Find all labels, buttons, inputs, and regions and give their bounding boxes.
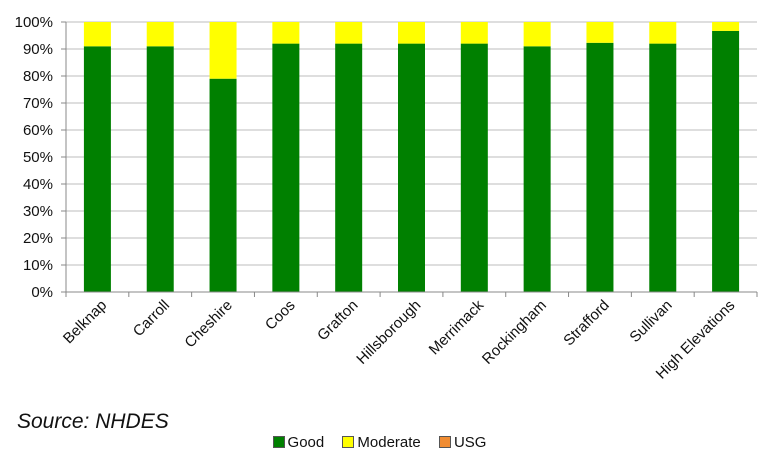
x-tick-labels: Belknap Carroll Cheshire Coos GraftonHillsbo… bbox=[60, 296, 739, 382]
y-tick-label: 40% bbox=[23, 176, 53, 193]
legend-item-usg: USG bbox=[438, 434, 487, 451]
chart-axes bbox=[61, 21, 758, 297]
y-tick-label: 70% bbox=[23, 95, 53, 112]
y-tick-label: 20% bbox=[23, 230, 53, 247]
bar-good-rockingham bbox=[523, 46, 551, 292]
bar-moderate-cheshire bbox=[209, 22, 237, 79]
x-tick-label: Sullivan bbox=[626, 297, 675, 346]
bar-good-hillsborough bbox=[398, 43, 425, 292]
y-tick-label: 10% bbox=[23, 257, 53, 274]
bar-good-carroll bbox=[146, 46, 174, 292]
bar-moderate-merrimack bbox=[460, 22, 488, 44]
y-tick-label: 90% bbox=[23, 41, 53, 58]
bar-good-belknap bbox=[83, 46, 111, 292]
x-tick-label: Cheshire bbox=[181, 297, 235, 351]
x-tick-label: Grafton bbox=[314, 297, 361, 344]
legend-label-usg: USG bbox=[453, 434, 487, 451]
chart-bars bbox=[83, 22, 740, 292]
legend-label-good: Good bbox=[287, 434, 325, 451]
source-note: Source: NHDES bbox=[17, 410, 169, 433]
y-tick-label: 0% bbox=[31, 284, 53, 301]
y-tick-label: 30% bbox=[23, 203, 53, 220]
bar-moderate-rockingham bbox=[523, 22, 551, 47]
bar-good-merrimack bbox=[460, 43, 488, 292]
legend-swatch-usg bbox=[438, 436, 451, 449]
bar-moderate-high-elevations bbox=[712, 22, 740, 31]
legend-swatch-moderate bbox=[342, 436, 355, 449]
bar-moderate-coos bbox=[272, 22, 300, 44]
legend-label-moderate: Moderate bbox=[357, 434, 421, 451]
bar-good-strafford bbox=[586, 42, 614, 292]
x-tick-label: Belknap bbox=[60, 297, 110, 347]
legend-swatch-good bbox=[272, 436, 285, 449]
bar-moderate-belknap bbox=[83, 22, 111, 47]
bar-moderate-strafford bbox=[586, 22, 614, 43]
x-tick-label: Hillsborough bbox=[353, 297, 424, 368]
y-tick-label: 100% bbox=[15, 14, 53, 31]
x-tick-label: Coos bbox=[262, 297, 299, 334]
bar-good-sullivan bbox=[649, 43, 677, 292]
bar-moderate-carroll bbox=[146, 22, 174, 47]
y-tick-label: 50% bbox=[23, 149, 53, 166]
bar-moderate-sullivan bbox=[649, 22, 677, 44]
y-tick-label: 80% bbox=[23, 68, 53, 85]
legend-item-moderate: Moderate bbox=[342, 434, 421, 451]
x-tick-label: Carroll bbox=[130, 297, 173, 340]
bar-moderate-hillsborough bbox=[398, 22, 425, 44]
bar-good-grafton bbox=[335, 43, 363, 292]
chart-legend: Good Moderate USG bbox=[0, 434, 759, 451]
bar-good-high-elevations bbox=[712, 30, 740, 292]
x-tick-label: Rockingham bbox=[479, 297, 550, 368]
y-tick-label: 60% bbox=[23, 122, 53, 139]
bar-good-cheshire bbox=[209, 78, 237, 292]
bar-moderate-grafton bbox=[335, 22, 363, 44]
bar-good-coos bbox=[272, 43, 300, 292]
stacked-bar-chart: 0% 10% 20% 30% 40% 50% 60% 70% 80% 90% 100% Belkna… bbox=[15, 14, 758, 383]
x-tick-label: Strafford bbox=[560, 297, 613, 350]
y-tick-labels: 0% 10% 20% 30% 40% 50% 60% 70% 80% 90% 100% bbox=[15, 14, 53, 301]
legend-item-good: Good bbox=[272, 434, 325, 451]
x-tick-label: Merrimack bbox=[426, 296, 488, 358]
